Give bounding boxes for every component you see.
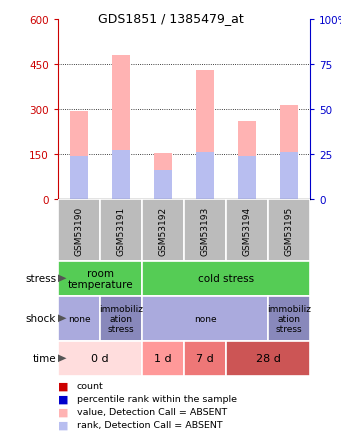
Text: ■: ■ — [58, 394, 69, 404]
Bar — [268, 200, 310, 261]
Bar — [100, 200, 142, 261]
Bar — [112, 151, 131, 200]
Bar — [70, 111, 88, 200]
Text: none: none — [194, 314, 216, 323]
Bar — [184, 200, 226, 261]
Text: immobiliz
ation
stress: immobiliz ation stress — [99, 304, 143, 334]
Bar — [142, 200, 184, 261]
Bar — [238, 156, 256, 200]
Bar — [268, 296, 310, 341]
Bar — [58, 296, 100, 341]
Bar — [238, 122, 256, 200]
Text: none: none — [68, 314, 90, 323]
Bar — [153, 153, 173, 200]
Text: GSM53193: GSM53193 — [201, 206, 209, 255]
Text: percentile rank within the sample: percentile rank within the sample — [77, 395, 237, 404]
Text: value, Detection Call = ABSENT: value, Detection Call = ABSENT — [77, 408, 227, 417]
Text: cold stress: cold stress — [198, 274, 254, 284]
Text: GSM53191: GSM53191 — [117, 206, 125, 255]
Bar — [142, 341, 184, 376]
Text: 28 d: 28 d — [255, 354, 280, 364]
Bar — [70, 156, 88, 200]
Bar — [153, 171, 173, 200]
Bar — [195, 153, 214, 200]
Text: GSM53192: GSM53192 — [159, 206, 167, 255]
Text: GSM53194: GSM53194 — [242, 206, 252, 255]
Bar — [112, 56, 131, 200]
Bar — [58, 261, 142, 296]
Text: stress: stress — [25, 274, 56, 284]
Bar — [58, 341, 142, 376]
Bar — [58, 200, 100, 261]
Text: rank, Detection Call = ABSENT: rank, Detection Call = ABSENT — [77, 421, 222, 430]
Text: 0 d: 0 d — [91, 354, 109, 364]
Text: 7 d: 7 d — [196, 354, 214, 364]
Text: time: time — [33, 354, 56, 364]
Text: ■: ■ — [58, 381, 69, 391]
Text: ■: ■ — [58, 407, 69, 417]
Bar — [226, 200, 268, 261]
Polygon shape — [58, 355, 66, 362]
Text: GSM53195: GSM53195 — [284, 206, 294, 255]
Bar — [226, 341, 310, 376]
Bar — [195, 71, 214, 200]
Bar — [280, 153, 298, 200]
Bar — [184, 341, 226, 376]
Bar — [100, 296, 142, 341]
Text: ■: ■ — [58, 420, 69, 430]
Text: GSM53190: GSM53190 — [74, 206, 84, 255]
Text: GDS1851 / 1385479_at: GDS1851 / 1385479_at — [98, 12, 243, 25]
Text: room
temperature: room temperature — [67, 268, 133, 289]
Polygon shape — [58, 315, 66, 322]
Text: 1 d: 1 d — [154, 354, 172, 364]
Bar — [280, 105, 298, 200]
Polygon shape — [58, 275, 66, 283]
Bar — [142, 296, 268, 341]
Text: shock: shock — [26, 314, 56, 324]
Text: count: count — [77, 381, 104, 391]
Text: immobiliz
ation
stress: immobiliz ation stress — [267, 304, 311, 334]
Bar — [142, 261, 310, 296]
